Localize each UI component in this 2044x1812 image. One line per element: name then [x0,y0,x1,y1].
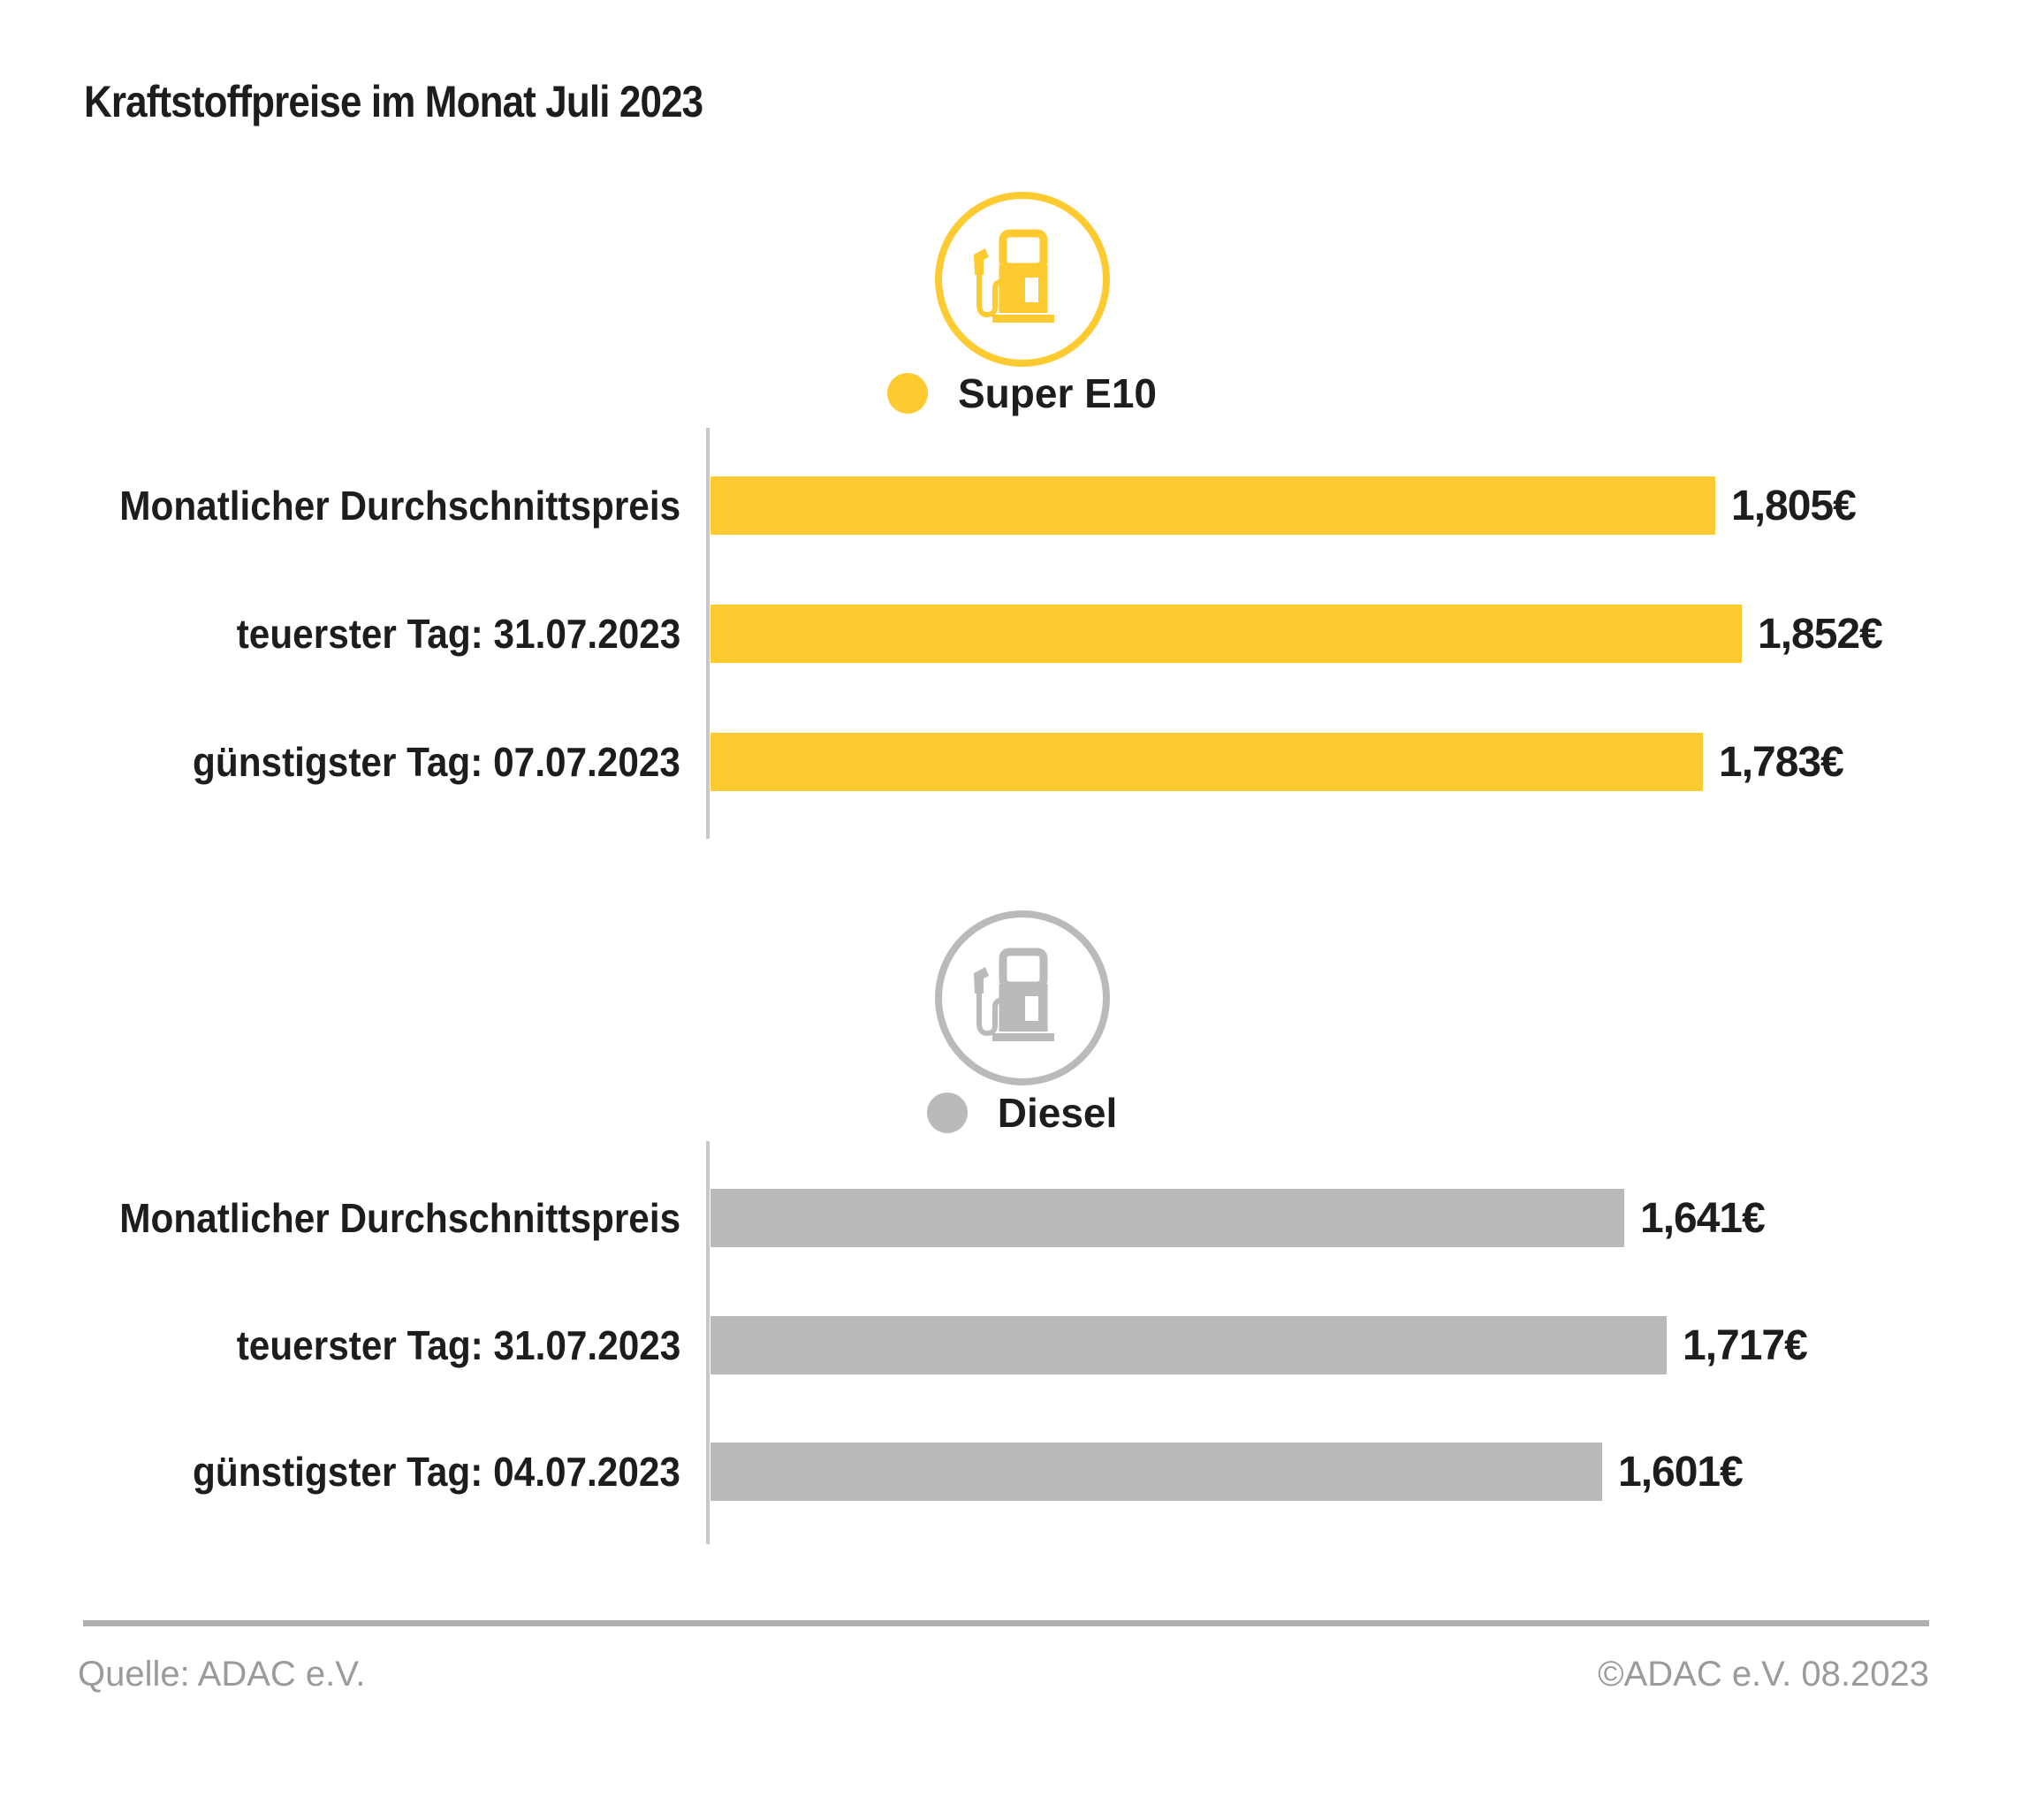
category-label-teuerster-tag: teuerster Tag: 31.07.2023 [236,1322,680,1368]
axis-line [706,428,710,839]
legend-dot [926,1093,968,1133]
bar-row: 1,805€ [710,476,1857,535]
value-label: 1,805€ [1731,482,1857,529]
value-label: 1,717€ [1683,1321,1808,1369]
bar-durchschnitt [710,476,1715,535]
fuel-pump-icon [934,910,1110,1085]
fuel-pump-badge [0,188,2044,370]
value-label: 1,783€ [1719,738,1844,786]
fuel-pump-icon [934,192,1110,367]
bar-guenstigster-tag [710,1443,1602,1501]
fuel-pump-badge [0,907,2044,1089]
footer-divider [83,1620,1929,1626]
value-label: 1,852€ [1758,610,1883,658]
legend-dot [887,373,928,414]
legend-diesel: Diesel [0,1090,2044,1136]
bar-teuerster-tag [710,1316,1667,1374]
category-label-guenstigster-tag: günstigster Tag: 04.07.2023 [193,1449,680,1495]
chart-title: Kraftstoffpreise im Monat Juli 2023 [84,77,703,126]
bar-row: 1,601€ [710,1443,1744,1501]
legend-label: Super E10 [958,370,1157,416]
value-label: 1,641€ [1640,1194,1766,1242]
bar-teuerster-tag [710,605,1742,663]
bar-row: 1,852€ [710,605,1883,663]
category-label-durchschnitt: Monatlicher Durchschnittspreis [119,483,680,529]
bar-row: 1,717€ [710,1316,1808,1374]
footer-source: Quelle: ADAC e.V. [78,1655,366,1694]
category-label-durchschnitt: Monatlicher Durchschnittspreis [119,1195,680,1241]
bar-durchschnitt [710,1189,1624,1247]
category-label-guenstigster-tag: günstigster Tag: 07.07.2023 [193,739,680,785]
legend-label: Diesel [997,1090,1118,1136]
category-label-teuerster-tag: teuerster Tag: 31.07.2023 [236,611,680,657]
legend-super-e10: Super E10 [0,370,2044,416]
bar-guenstigster-tag [710,733,1703,791]
bar-row: 1,783€ [710,733,1844,791]
value-label: 1,601€ [1618,1448,1744,1496]
bar-row: 1,641€ [710,1189,1766,1247]
axis-line [706,1141,710,1544]
footer-copyright: ©ADAC e.V. 08.2023 [1598,1655,1929,1694]
